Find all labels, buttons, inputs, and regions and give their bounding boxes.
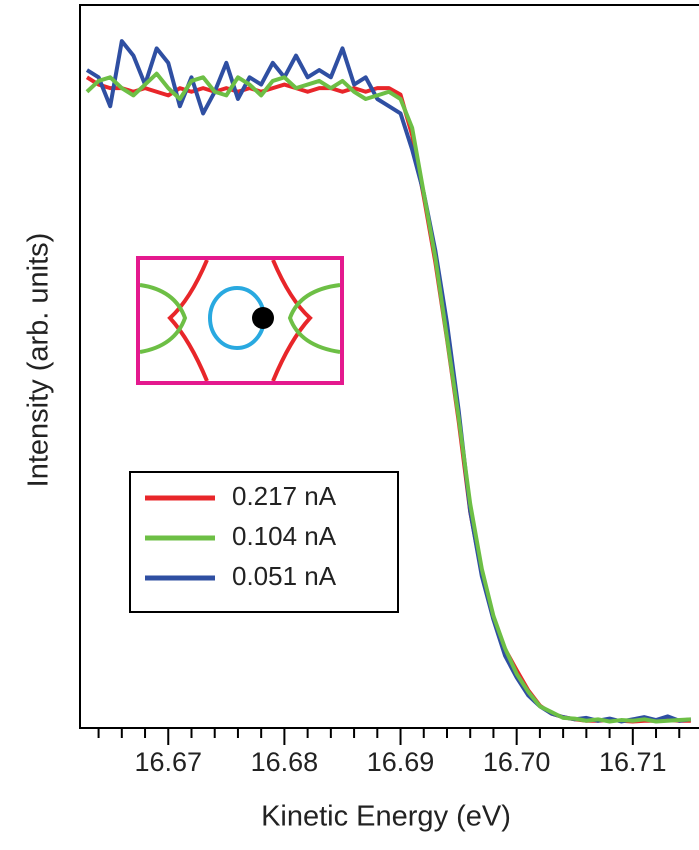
legend-label: 0.104 nA — [232, 521, 337, 551]
legend-box — [129, 471, 399, 613]
x-axis-title: Kinetic Energy (eV) — [261, 801, 511, 833]
legend: 0.217 nA 0.104 nA 0.051 nA — [129, 471, 399, 613]
inset-arc — [271, 259, 313, 382]
data-line — [85, 75, 691, 724]
inset-dot — [252, 307, 274, 329]
x-tick-label: 16.69 — [367, 747, 435, 777]
inset-arc — [139, 283, 188, 354]
plot-area — [85, 39, 692, 724]
inset-arc — [287, 283, 341, 354]
x-tick-label: 16.71 — [599, 747, 667, 777]
x-tick-label: 16.68 — [251, 747, 319, 777]
legend-label: 0.051 nA — [232, 561, 337, 591]
y-axis-title: Intensity (arb. units) — [23, 233, 55, 488]
data-line — [85, 71, 691, 724]
legend-label: 0.217 nA — [232, 481, 337, 511]
inset-frame — [136, 256, 344, 385]
x-tick-label: 16.67 — [134, 747, 202, 777]
inset-diagram — [136, 256, 344, 385]
inset-arc — [167, 259, 209, 382]
x-tick-label: 16.70 — [483, 747, 551, 777]
